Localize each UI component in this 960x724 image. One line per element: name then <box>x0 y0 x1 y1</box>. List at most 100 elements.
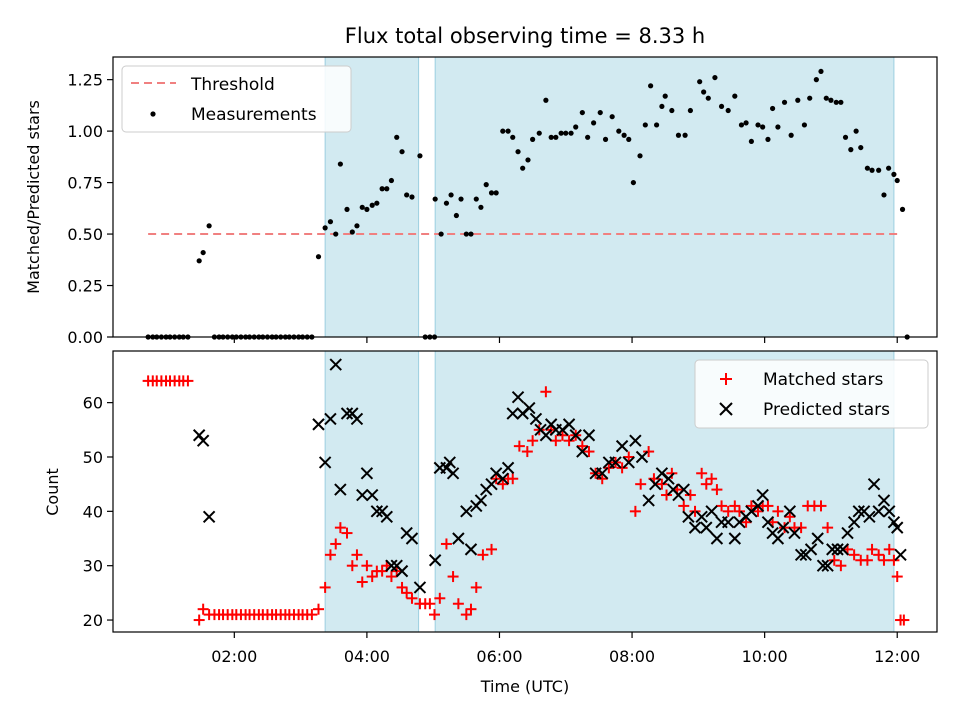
matched-star-point <box>401 587 413 599</box>
predicted-star-point <box>776 521 790 534</box>
predicted-star-point <box>413 581 427 594</box>
matched-legend-marker <box>720 373 732 385</box>
measurement-point <box>448 192 454 198</box>
measurement-point <box>609 114 615 120</box>
measurement-point <box>337 161 343 167</box>
matched-star-point <box>828 554 840 566</box>
matched-star-point <box>319 581 331 593</box>
matched-star-point <box>447 571 459 583</box>
matched-star-point <box>540 386 552 398</box>
predicted-star-point <box>443 456 456 469</box>
matched-star-point <box>193 614 205 626</box>
measurement-point <box>602 136 609 142</box>
matched-star-point <box>689 505 701 517</box>
measurement-point <box>828 97 834 103</box>
measurement-point <box>206 223 212 229</box>
predicted-star-point <box>629 434 642 447</box>
measurement-point <box>675 132 682 138</box>
measurement-point <box>697 79 703 85</box>
bottom-legend-box <box>694 359 929 429</box>
measurement-point <box>438 231 444 237</box>
measurement-point <box>769 105 776 112</box>
predicted-star-point <box>395 564 409 578</box>
predicted-star-point <box>582 429 596 442</box>
measurement-point <box>394 134 400 140</box>
measurement-point <box>712 74 718 81</box>
measurement-point <box>886 165 892 171</box>
matched-star-point <box>596 473 608 485</box>
measurement-point <box>196 258 202 264</box>
matched-star-point <box>497 478 509 490</box>
predicted-star-point <box>622 456 635 469</box>
measurement-point <box>510 134 516 140</box>
predicted-star-point <box>894 548 907 562</box>
top-y-axis-label: Matched/Predicted stars <box>24 100 43 294</box>
top-shaded-interval-1 <box>434 56 895 338</box>
matched-star-point <box>356 576 368 588</box>
predicted-star-point <box>596 467 609 480</box>
predicted-star-point <box>428 554 442 567</box>
predicted-star-point <box>370 505 384 518</box>
matched-star-point <box>706 473 718 485</box>
measurement-point <box>563 130 569 136</box>
measurement-point <box>795 97 801 103</box>
measurement-point <box>653 122 660 128</box>
measurement-point <box>788 132 794 138</box>
predicted-star-point <box>771 532 785 545</box>
top-legend-box <box>121 65 352 133</box>
measurement-point <box>432 196 438 202</box>
measurement-point <box>478 204 484 210</box>
measurement-point <box>642 122 648 128</box>
predicted-star-point <box>485 477 498 491</box>
measurement-point <box>813 77 819 83</box>
predicted-star-point <box>751 499 765 513</box>
matched-star-point <box>563 435 575 447</box>
top-y-tick-label: 0.75 <box>67 174 103 193</box>
matched-star-point <box>878 554 890 566</box>
measurement-point <box>853 128 859 134</box>
matched-legend-label: Matched stars <box>763 370 883 390</box>
matched-star-point <box>629 505 641 517</box>
predicted-legend-marker <box>719 402 733 416</box>
measurement-point <box>520 165 526 171</box>
predicted-stars-series <box>192 358 907 594</box>
x-tick-label: 06:00 <box>476 647 522 666</box>
predicted-star-point <box>576 445 589 458</box>
measurement-point <box>630 179 636 186</box>
matched-star-point <box>429 609 441 621</box>
predicted-star-point <box>334 483 347 496</box>
threshold-legend-label: Threshold <box>190 75 275 95</box>
bot-y-tick-label: 30 <box>83 557 103 576</box>
measurement-point <box>743 120 749 126</box>
matched-star-point <box>700 478 712 490</box>
measurement-point <box>322 225 328 231</box>
predicted-star-point <box>615 439 629 453</box>
matched-star-point <box>623 451 635 463</box>
measurement-point <box>838 99 844 105</box>
x-tick-label: 02:00 <box>211 647 257 666</box>
predicted-star-point <box>794 548 808 562</box>
matched-star-point <box>678 500 690 512</box>
predicted-star-point <box>649 477 662 491</box>
bottom-panel: 20 30 40 50 60 02:00 04:00 06:00 08:00 10:00 12:0… <box>43 350 938 696</box>
measurement-point <box>315 254 322 260</box>
matched-star-point <box>716 500 728 512</box>
measurement-point <box>616 128 622 134</box>
predicted-star-point <box>816 559 830 572</box>
predicted-star-point <box>821 559 834 572</box>
predicted-star-point <box>318 456 332 469</box>
matched-star-point <box>527 435 539 447</box>
matched-star-point <box>351 549 363 561</box>
bot-y-tick-label: 20 <box>83 611 103 630</box>
measurement-point <box>443 200 450 206</box>
measurement-point <box>818 68 824 75</box>
measurement-point <box>669 107 675 114</box>
predicted-star-point <box>460 505 473 518</box>
measurement-point <box>344 206 350 212</box>
x-tick-label: 12:00 <box>874 647 920 666</box>
predicted-star-point <box>385 559 398 572</box>
measurement-point <box>458 196 464 202</box>
top-y-tick-label: 0.50 <box>67 225 103 244</box>
predicted-star-point <box>496 472 509 485</box>
measurement-point <box>738 122 745 128</box>
